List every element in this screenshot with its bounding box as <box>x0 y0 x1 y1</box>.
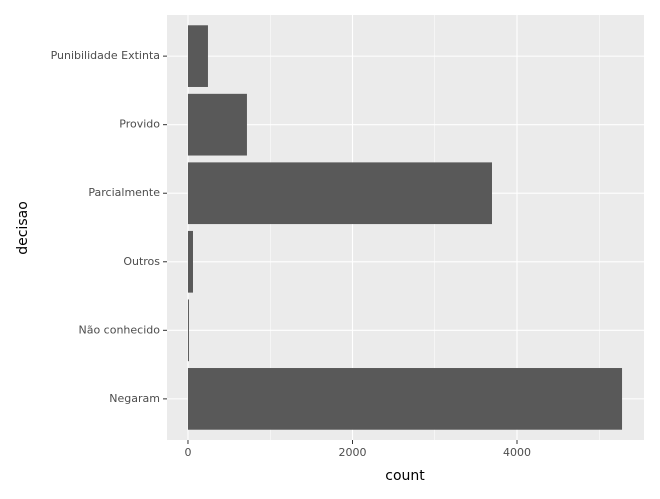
y-tick-label: Parcialmente <box>88 186 160 199</box>
y-tick-label: Outros <box>123 255 160 268</box>
bar <box>187 368 623 430</box>
x-axis-title: count <box>385 468 425 484</box>
y-tick-label: Negaram <box>109 392 160 405</box>
x-tick-label: 2000 <box>338 446 366 459</box>
bar <box>187 299 189 362</box>
bar <box>187 93 247 156</box>
y-tick-label: Provido <box>119 118 160 131</box>
y-axis-title: decisao <box>15 201 31 255</box>
x-tick-label: 0 <box>184 446 191 459</box>
bar <box>187 230 193 293</box>
y-tick-label: Punibilidade Extinta <box>51 49 160 62</box>
bar <box>187 162 492 225</box>
y-tick-label: Não conhecido <box>78 323 160 336</box>
x-tick-label: 4000 <box>503 446 531 459</box>
bar <box>187 25 208 87</box>
